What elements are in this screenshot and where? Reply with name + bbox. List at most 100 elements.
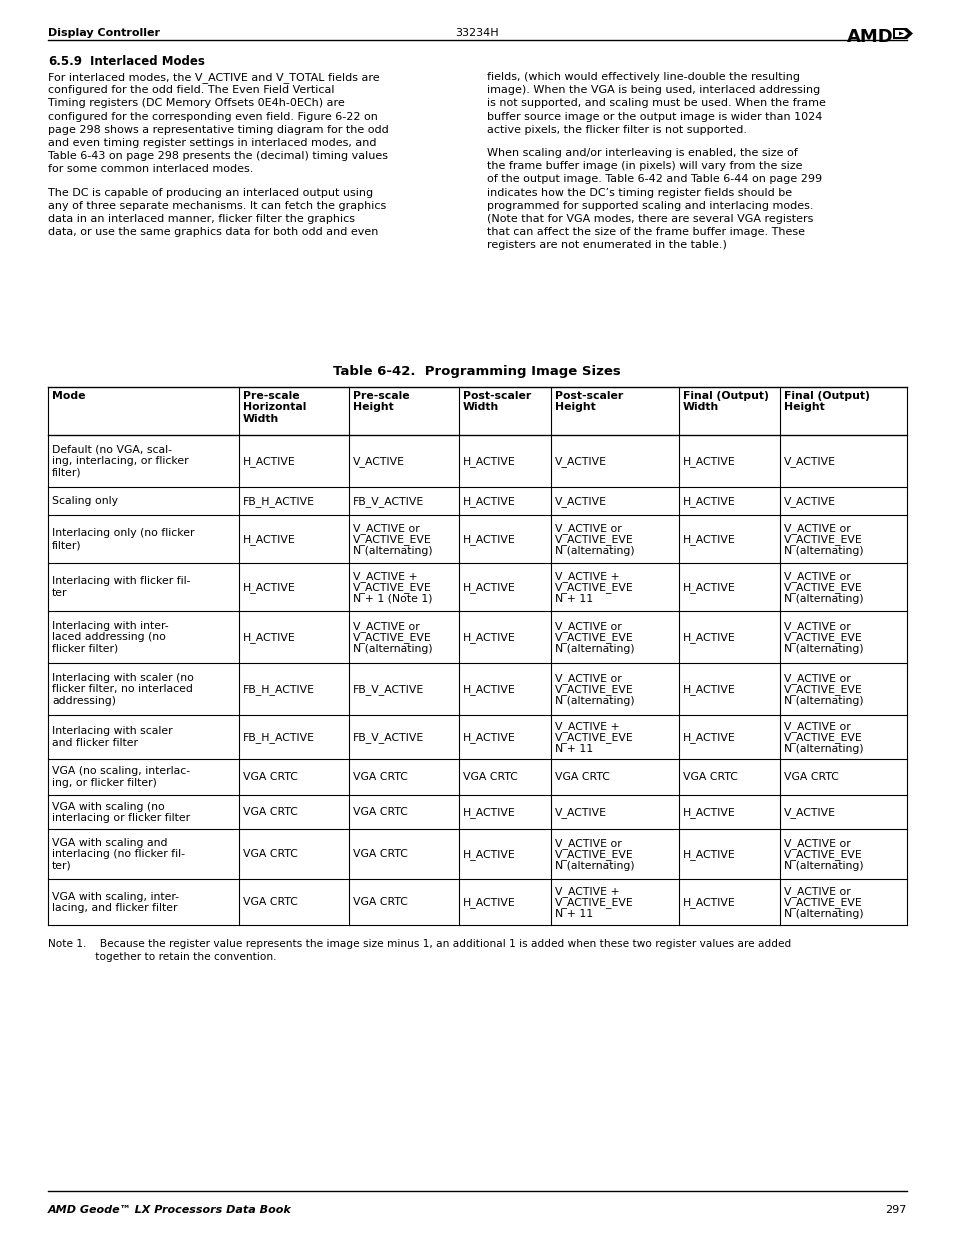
Text: Height: Height	[783, 403, 823, 412]
Text: V_ACTIVE_EVE: V_ACTIVE_EVE	[783, 582, 862, 593]
Text: Pre-scale: Pre-scale	[353, 391, 409, 401]
Text: VGA CRTC: VGA CRTC	[353, 808, 407, 818]
Text: VGA CRTC: VGA CRTC	[242, 850, 297, 860]
Text: (Note that for VGA modes, there are several VGA registers: (Note that for VGA modes, there are seve…	[486, 214, 813, 224]
Text: programmed for supported scaling and interlacing modes.: programmed for supported scaling and int…	[486, 201, 813, 211]
Text: indicates how the DC’s timing register fields should be: indicates how the DC’s timing register f…	[486, 188, 791, 198]
Text: N (alternating): N (alternating)	[783, 743, 862, 753]
Text: FB_H_ACTIVE: FB_H_ACTIVE	[242, 684, 314, 695]
Text: Interlaced Modes: Interlaced Modes	[90, 56, 205, 68]
Text: Timing registers (DC Memory Offsets 0E4h-0ECh) are: Timing registers (DC Memory Offsets 0E4h…	[48, 99, 344, 109]
Text: laced addressing (no: laced addressing (no	[52, 632, 166, 642]
Text: Final (Output): Final (Output)	[783, 391, 869, 401]
Text: that can affect the size of the frame buffer image. These: that can affect the size of the frame bu…	[486, 227, 804, 237]
Text: VGA CRTC: VGA CRTC	[783, 772, 838, 782]
Text: N (alternating): N (alternating)	[353, 546, 432, 556]
Text: For interlaced modes, the V_ACTIVE and V_TOTAL fields are: For interlaced modes, the V_ACTIVE and V…	[48, 72, 379, 83]
Text: VGA CRTC: VGA CRTC	[242, 808, 297, 818]
Text: V_ACTIVE or: V_ACTIVE or	[783, 571, 850, 582]
Text: VGA CRTC: VGA CRTC	[353, 772, 407, 782]
Text: buffer source image or the output image is wider than 1024: buffer source image or the output image …	[486, 111, 821, 121]
Text: H_ACTIVE: H_ACTIVE	[242, 632, 295, 643]
Text: Interlacing with flicker fil-: Interlacing with flicker fil-	[52, 577, 191, 587]
Text: V_ACTIVE or: V_ACTIVE or	[353, 621, 419, 631]
Text: H_ACTIVE: H_ACTIVE	[462, 898, 515, 908]
Text: N + 11: N + 11	[555, 909, 593, 919]
Text: V_ACTIVE: V_ACTIVE	[783, 808, 835, 818]
Text: H_ACTIVE: H_ACTIVE	[462, 456, 515, 467]
Text: V_ACTIVE or: V_ACTIVE or	[555, 837, 621, 848]
Text: H_ACTIVE: H_ACTIVE	[681, 684, 735, 695]
Text: V_ACTIVE_EVE: V_ACTIVE_EVE	[555, 582, 634, 593]
Text: and flicker filter: and flicker filter	[52, 739, 138, 748]
Text: V_ACTIVE +: V_ACTIVE +	[555, 571, 619, 582]
Text: V_ACTIVE_EVE: V_ACTIVE_EVE	[353, 535, 431, 545]
Text: V_ACTIVE_EVE: V_ACTIVE_EVE	[555, 632, 634, 643]
Text: H_ACTIVE: H_ACTIVE	[242, 535, 295, 545]
Text: N (alternating): N (alternating)	[783, 643, 862, 653]
Text: of the output image. Table 6-42 and Table 6-44 on page 299: of the output image. Table 6-42 and Tabl…	[486, 174, 821, 184]
Text: FB_V_ACTIVE: FB_V_ACTIVE	[353, 732, 423, 743]
Text: H_ACTIVE: H_ACTIVE	[462, 632, 515, 643]
Text: active pixels, the flicker filter is not supported.: active pixels, the flicker filter is not…	[486, 125, 746, 135]
Text: V_ACTIVE_EVE: V_ACTIVE_EVE	[783, 632, 862, 643]
Text: N (alternating): N (alternating)	[555, 546, 635, 556]
Text: for some common interlaced modes.: for some common interlaced modes.	[48, 164, 253, 174]
Text: V_ACTIVE or: V_ACTIVE or	[555, 621, 621, 631]
Text: V_ACTIVE_EVE: V_ACTIVE_EVE	[555, 732, 634, 743]
Text: V_ACTIVE_EVE: V_ACTIVE_EVE	[783, 535, 862, 545]
Text: filter): filter)	[52, 540, 82, 550]
Text: Width: Width	[462, 403, 498, 412]
Text: V_ACTIVE or: V_ACTIVE or	[783, 837, 850, 848]
Text: ing, interlacing, or flicker: ing, interlacing, or flicker	[52, 456, 189, 467]
Text: V_ACTIVE or: V_ACTIVE or	[555, 673, 621, 684]
Text: V_ACTIVE_EVE: V_ACTIVE_EVE	[783, 684, 862, 695]
Text: Height: Height	[555, 403, 596, 412]
Text: Interlacing only (no flicker: Interlacing only (no flicker	[52, 529, 194, 538]
Text: V_ACTIVE or: V_ACTIVE or	[783, 621, 850, 631]
Text: Width: Width	[242, 414, 278, 424]
Text: N (alternating): N (alternating)	[555, 643, 635, 653]
Text: VGA CRTC: VGA CRTC	[242, 898, 297, 908]
Text: V_ACTIVE or: V_ACTIVE or	[783, 721, 850, 731]
Text: V_ACTIVE +: V_ACTIVE +	[555, 885, 619, 897]
Text: H_ACTIVE: H_ACTIVE	[462, 684, 515, 695]
Text: N (alternating): N (alternating)	[783, 594, 862, 604]
Text: Display Controller: Display Controller	[48, 28, 160, 38]
Text: any of three separate mechanisms. It can fetch the graphics: any of three separate mechanisms. It can…	[48, 201, 386, 211]
Text: addressing): addressing)	[52, 695, 116, 705]
Text: V_ACTIVE_EVE: V_ACTIVE_EVE	[555, 684, 634, 695]
Text: N + 11: N + 11	[555, 743, 593, 753]
Text: together to retain the convention.: together to retain the convention.	[48, 952, 276, 962]
Text: V_ACTIVE_EVE: V_ACTIVE_EVE	[783, 898, 862, 908]
Text: N (alternating): N (alternating)	[783, 546, 862, 556]
Text: H_ACTIVE: H_ACTIVE	[462, 850, 515, 860]
Text: V_ACTIVE_EVE: V_ACTIVE_EVE	[555, 898, 634, 908]
Text: H_ACTIVE: H_ACTIVE	[681, 496, 735, 508]
Text: V_ACTIVE: V_ACTIVE	[555, 496, 607, 508]
Text: FB_H_ACTIVE: FB_H_ACTIVE	[242, 496, 314, 508]
Text: ter: ter	[52, 588, 68, 598]
Text: Interlacing with inter-: Interlacing with inter-	[52, 621, 169, 631]
Polygon shape	[894, 30, 907, 37]
Text: V_ACTIVE_EVE: V_ACTIVE_EVE	[783, 732, 862, 743]
Text: configured for the odd field. The Even Field Vertical: configured for the odd field. The Even F…	[48, 85, 335, 95]
Text: V_ACTIVE: V_ACTIVE	[555, 456, 607, 467]
Text: V_ACTIVE_EVE: V_ACTIVE_EVE	[783, 850, 862, 860]
Text: V_ACTIVE_EVE: V_ACTIVE_EVE	[353, 632, 431, 643]
Text: registers are not enumerated in the table.): registers are not enumerated in the tabl…	[486, 241, 726, 251]
Text: H_ACTIVE: H_ACTIVE	[681, 898, 735, 908]
Text: VGA CRTC: VGA CRTC	[681, 772, 737, 782]
Text: VGA with scaling and: VGA with scaling and	[52, 837, 168, 847]
Text: the frame buffer image (in pixels) will vary from the size: the frame buffer image (in pixels) will …	[486, 162, 801, 172]
Text: H_ACTIVE: H_ACTIVE	[462, 535, 515, 545]
Text: Width: Width	[681, 403, 718, 412]
Text: V_ACTIVE +: V_ACTIVE +	[353, 571, 416, 582]
Text: VGA (no scaling, interlac-: VGA (no scaling, interlac-	[52, 767, 190, 777]
Text: N (alternating): N (alternating)	[555, 695, 635, 705]
Text: H_ACTIVE: H_ACTIVE	[462, 732, 515, 743]
Text: H_ACTIVE: H_ACTIVE	[462, 496, 515, 508]
Text: ter): ter)	[52, 861, 71, 871]
Text: flicker filter, no interlaced: flicker filter, no interlaced	[52, 684, 193, 694]
Text: page 298 shows a representative timing diagram for the odd: page 298 shows a representative timing d…	[48, 125, 388, 135]
